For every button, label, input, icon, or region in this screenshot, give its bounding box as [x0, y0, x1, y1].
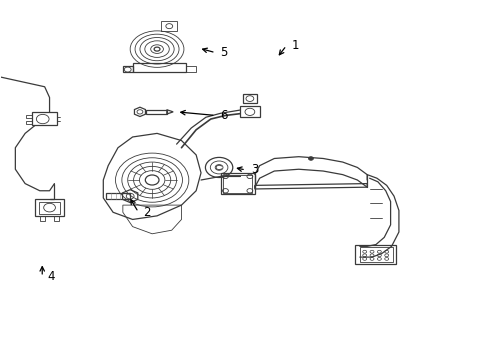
Text: 2: 2	[144, 206, 151, 219]
Text: 5: 5	[220, 46, 228, 59]
Text: 3: 3	[251, 163, 258, 176]
Text: 4: 4	[47, 270, 54, 283]
Circle shape	[309, 157, 314, 160]
Text: 1: 1	[292, 39, 299, 52]
Text: 6: 6	[220, 109, 228, 122]
